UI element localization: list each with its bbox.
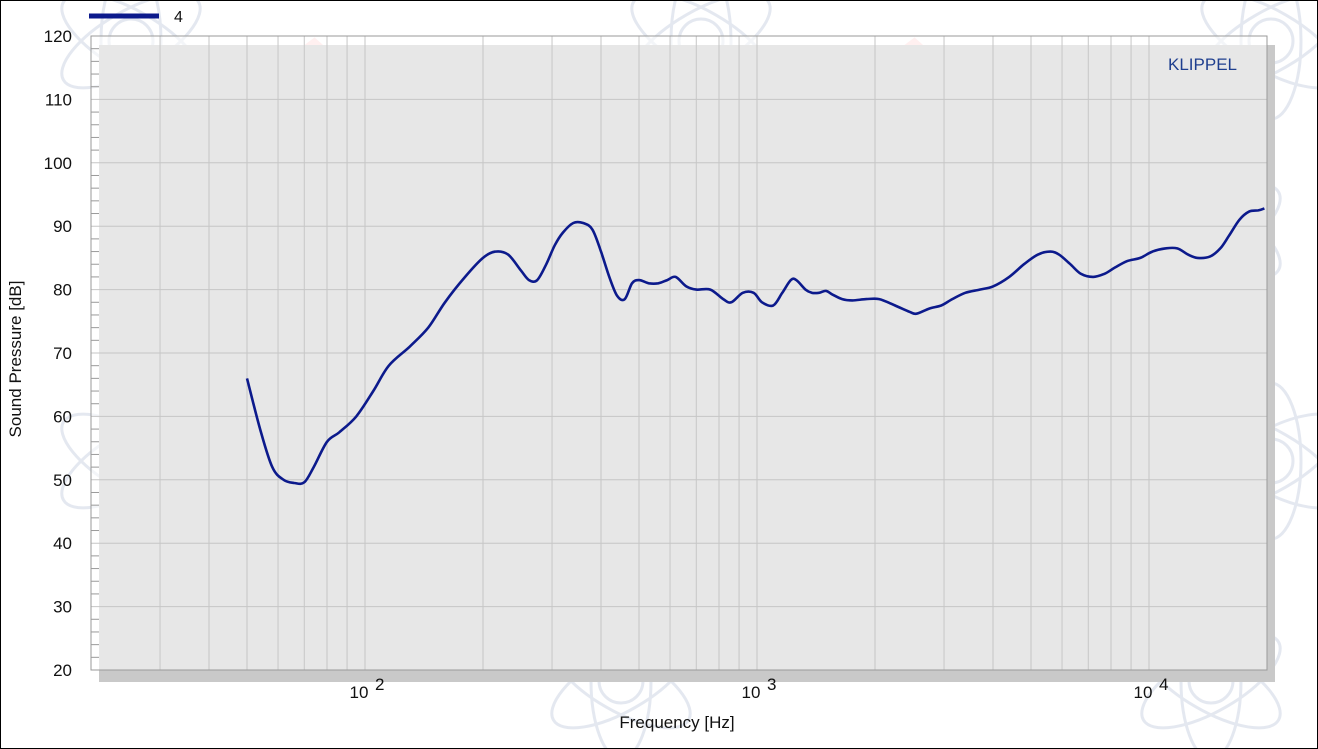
y-tick-label: 100 [44,154,72,173]
x-tick-label: 10 [350,683,369,702]
y-tick-labels: 20 30 40 50 60 70 80 90 100 110 120 [44,27,72,680]
x-tick-label: 10 [1134,683,1153,702]
y-tick-label: 50 [53,471,72,490]
x-axis-label: Frequency [Hz] [619,713,734,732]
y-tick-label: 60 [53,407,72,426]
y-tick-label: 40 [53,534,72,553]
plot-border [90,35,1268,671]
x-tick-exponent: 3 [767,675,776,694]
x-tick-label: 10 [742,683,761,702]
y-tick-label: 70 [53,344,72,363]
x-tick-labels: 10 2 10 3 10 4 [350,675,1169,702]
y-tick-label: 30 [53,598,72,617]
y-tick-label: 120 [44,27,72,46]
legend-label: 4 [174,9,183,26]
y-tick-label: 110 [45,90,72,109]
y-axis-label: Sound Pressure [dB] [6,281,25,438]
x-tick-exponent: 4 [1159,675,1168,694]
x-tick-exponent: 2 [375,675,384,694]
y-tick-label: 90 [53,217,72,236]
series-layer [245,207,1265,486]
y-tick-label: 80 [53,281,72,300]
y-tick-label: 20 [53,661,72,680]
y-minor-ticks [91,48,99,658]
brand-label: KLIPPEL [1168,55,1237,74]
series-line-4 [245,207,1265,486]
